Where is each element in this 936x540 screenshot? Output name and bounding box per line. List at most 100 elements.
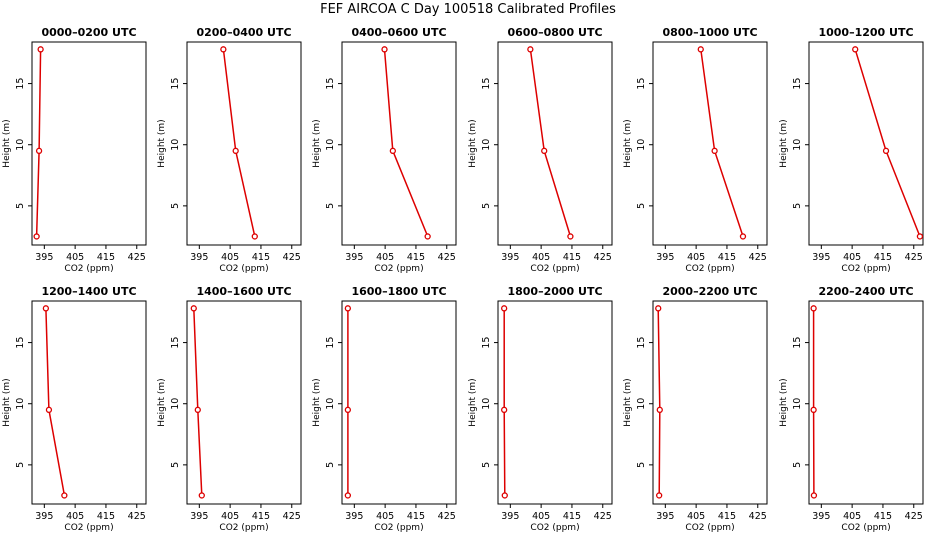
x-tick-label: 395 — [35, 511, 53, 522]
y-tick-label: 5 — [170, 462, 181, 468]
y-tick-label: 5 — [481, 462, 492, 468]
x-tick-label: 395 — [501, 252, 519, 263]
x-tick-label: 415 — [407, 511, 425, 522]
y-axis-label: Height (m) — [468, 378, 478, 426]
plot-frame — [341, 41, 457, 246]
x-tick-label: 395 — [812, 252, 830, 263]
plot-frame — [808, 41, 924, 246]
data-point — [852, 46, 859, 53]
x-tick-label: 425 — [438, 511, 456, 522]
x-axis-label: CO2 (ppm) — [64, 264, 113, 274]
x-tick-label: 395 — [35, 252, 53, 263]
x-tick-label: 415 — [97, 252, 115, 263]
panel-9: 1800–2000 UTC 395 405 415 425 5 10 15 CO2 (ppm) H… — [468, 285, 613, 533]
y-axis-label: Height (m) — [779, 119, 789, 167]
y-axis-label: Height (m) — [623, 378, 633, 426]
x-tick-label: 405 — [221, 252, 239, 263]
data-point — [655, 305, 662, 312]
y-tick-label: 5 — [325, 203, 336, 209]
y-tick-label: 10 — [325, 139, 336, 151]
y-tick-label: 15 — [792, 337, 803, 349]
x-tick-label: 425 — [283, 511, 301, 522]
y-tick-label: 15 — [325, 337, 336, 349]
x-tick-label: 395 — [345, 511, 363, 522]
data-point — [344, 492, 352, 499]
panel-title: 0600–0800 UTC — [507, 26, 602, 39]
panel-11: 2200–2400 UTC 395 405 415 425 5 10 15 CO2 (ppm) H… — [779, 285, 924, 533]
data-point — [232, 147, 239, 154]
x-tick-label: 405 — [532, 511, 550, 522]
panel-8: 1600–1800 UTC 395 405 415 425 5 10 15 CO2 (ppm) H… — [312, 285, 457, 533]
data-point — [344, 406, 352, 413]
series-line — [383, 49, 429, 237]
data-point — [45, 406, 53, 413]
series-line — [854, 49, 921, 237]
plot-frame — [497, 41, 613, 246]
y-tick-label: 5 — [170, 203, 181, 209]
x-tick-label: 415 — [252, 252, 270, 263]
x-tick-label: 425 — [594, 252, 612, 263]
y-tick-label: 5 — [15, 203, 26, 209]
x-axis-label: CO2 (ppm) — [685, 264, 734, 274]
data-point — [501, 406, 508, 413]
data-point — [389, 147, 396, 154]
panel-6: 1200–1400 UTC 395 405 415 425 5 10 15 CO2 (ppm) H… — [2, 285, 147, 533]
series-line — [222, 49, 256, 237]
panel-title: 0400–0600 UTC — [351, 26, 446, 39]
y-tick-label: 5 — [636, 462, 647, 468]
panel-1: 0200–0400 UTC 395 405 415 425 5 10 15 CO2 (ppm) H… — [157, 26, 302, 274]
y-tick-label: 10 — [170, 139, 181, 151]
y-tick-label: 10 — [792, 139, 803, 151]
panel-7: 1400–1600 UTC 395 405 415 425 5 10 15 CO2 (ppm) H… — [157, 285, 302, 533]
x-tick-label: 405 — [843, 252, 861, 263]
panel-title: 2200–2400 UTC — [818, 285, 913, 298]
data-point — [220, 46, 227, 53]
data-point — [916, 233, 924, 240]
x-axis-label: CO2 (ppm) — [219, 264, 268, 274]
y-axis-label: Height (m) — [157, 378, 167, 426]
x-tick-label: 415 — [563, 252, 581, 263]
y-tick-label: 5 — [792, 203, 803, 209]
x-tick-label: 425 — [438, 252, 456, 263]
y-tick-label: 5 — [325, 462, 336, 468]
series-line — [657, 308, 661, 496]
y-tick-label: 10 — [792, 398, 803, 410]
data-point — [61, 492, 68, 499]
plot-frame — [186, 300, 302, 505]
x-tick-label: 425 — [283, 252, 301, 263]
x-tick-label: 425 — [905, 511, 923, 522]
x-tick-label: 415 — [718, 511, 736, 522]
y-tick-label: 15 — [792, 78, 803, 90]
y-axis-label: Height (m) — [2, 378, 12, 426]
data-point — [42, 305, 50, 312]
panel-4: 0800–1000 UTC 395 405 415 425 5 10 15 CO2 (ppm) H… — [623, 26, 768, 274]
panel-2: 0400–0600 UTC 395 405 415 425 5 10 15 CO2 (ppm) H… — [312, 26, 457, 274]
plot-frame — [652, 300, 768, 505]
plot-frame — [31, 41, 147, 246]
panel-title: 1600–1800 UTC — [351, 285, 446, 298]
y-tick-label: 15 — [481, 337, 492, 349]
x-tick-label: 425 — [128, 511, 146, 522]
y-axis-label: Height (m) — [779, 378, 789, 426]
data-point — [37, 46, 44, 53]
data-point — [711, 147, 718, 154]
y-tick-label: 15 — [325, 78, 336, 90]
y-axis-label: Height (m) — [312, 119, 322, 167]
y-tick-label: 10 — [481, 139, 492, 151]
series-line — [193, 308, 203, 496]
data-point — [656, 406, 663, 413]
data-point — [381, 46, 388, 53]
x-tick-label: 425 — [749, 511, 767, 522]
x-tick-label: 405 — [66, 511, 84, 522]
x-tick-label: 395 — [812, 511, 830, 522]
panel-title: 0000–0200 UTC — [41, 26, 136, 39]
data-point — [35, 147, 43, 154]
y-tick-label: 5 — [792, 462, 803, 468]
plot-frame — [31, 300, 147, 505]
x-tick-label: 405 — [687, 252, 705, 263]
panel-10: 2000–2200 UTC 395 405 415 425 5 10 15 CO2 (ppm) H… — [623, 285, 768, 533]
x-tick-label: 425 — [594, 511, 612, 522]
x-axis-label: CO2 (ppm) — [374, 264, 423, 274]
x-tick-label: 405 — [843, 511, 861, 522]
